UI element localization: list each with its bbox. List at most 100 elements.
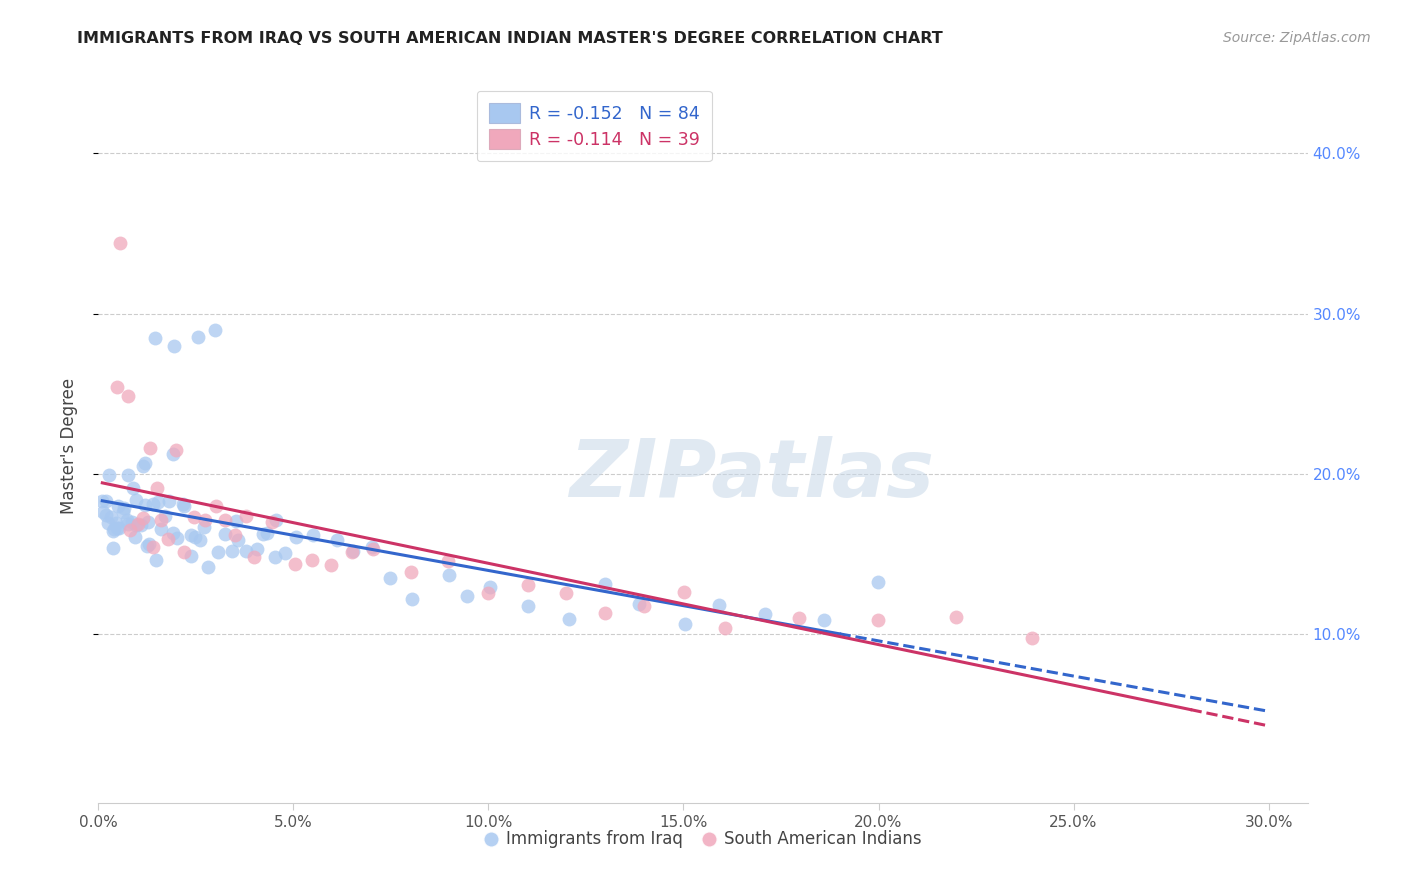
Point: [138, 537, 160, 551]
Point: [132, 510, 155, 524]
Point: [149, 513, 172, 527]
Point: [90, 494, 112, 508]
Point: [284, 530, 307, 544]
Point: [107, 521, 129, 535]
Point: [301, 553, 323, 567]
Point: [319, 558, 342, 572]
Point: [340, 545, 363, 559]
Point: [148, 494, 170, 508]
Point: [866, 574, 889, 589]
Legend: Immigrants from Iraq, South American Indians: Immigrants from Iraq, South American Ind…: [478, 824, 928, 855]
Point: [633, 599, 655, 614]
Point: [125, 518, 148, 533]
Point: [342, 544, 364, 558]
Point: [166, 532, 188, 546]
Point: [117, 516, 139, 531]
Point: [91, 505, 114, 519]
Point: [121, 515, 143, 529]
Point: [162, 526, 184, 541]
Point: [143, 331, 166, 345]
Point: [273, 546, 295, 560]
Point: [197, 560, 219, 574]
Point: [180, 528, 202, 542]
Point: [111, 505, 134, 519]
Point: [558, 612, 581, 626]
Point: [627, 598, 650, 612]
Point: [205, 499, 228, 513]
Point: [1021, 631, 1043, 645]
Point: [593, 606, 616, 620]
Point: [117, 389, 139, 403]
Point: [100, 509, 122, 524]
Point: [224, 528, 246, 542]
Point: [378, 571, 401, 585]
Point: [142, 497, 165, 511]
Point: [122, 481, 145, 495]
Point: [517, 578, 540, 592]
Point: [157, 494, 180, 508]
Point: [555, 586, 578, 600]
Point: [866, 613, 889, 627]
Point: [103, 524, 125, 539]
Point: [165, 442, 187, 457]
Point: [104, 516, 127, 530]
Point: [107, 499, 129, 513]
Text: ZIPatlas: ZIPatlas: [569, 435, 934, 514]
Point: [108, 235, 131, 250]
Point: [194, 513, 217, 527]
Point: [243, 549, 266, 564]
Point: [214, 512, 236, 526]
Point: [437, 554, 460, 568]
Point: [813, 613, 835, 627]
Point: [183, 509, 205, 524]
Point: [173, 500, 195, 514]
Y-axis label: Master's Degree: Master's Degree: [59, 378, 77, 514]
Text: IMMIGRANTS FROM IRAQ VS SOUTH AMERICAN INDIAN MASTER'S DEGREE CORRELATION CHART: IMMIGRANTS FROM IRAQ VS SOUTH AMERICAN I…: [77, 31, 943, 46]
Point: [226, 533, 249, 547]
Point: [129, 518, 152, 533]
Point: [207, 545, 229, 559]
Point: [401, 591, 423, 606]
Point: [135, 539, 157, 553]
Point: [96, 494, 118, 508]
Point: [98, 468, 121, 483]
Point: [127, 516, 149, 531]
Point: [139, 441, 162, 455]
Point: [145, 553, 167, 567]
Point: [437, 568, 460, 582]
Point: [105, 521, 128, 535]
Point: [225, 515, 247, 529]
Point: [235, 508, 257, 523]
Text: Source: ZipAtlas.com: Source: ZipAtlas.com: [1223, 31, 1371, 45]
Point: [103, 541, 125, 555]
Point: [714, 621, 737, 635]
Point: [262, 515, 284, 529]
Point: [945, 610, 967, 624]
Point: [105, 380, 128, 394]
Point: [264, 549, 287, 564]
Point: [134, 456, 156, 470]
Point: [124, 530, 146, 544]
Point: [115, 513, 138, 527]
Point: [235, 544, 257, 558]
Point: [120, 523, 142, 537]
Point: [326, 533, 349, 547]
Point: [103, 522, 125, 536]
Point: [754, 607, 776, 622]
Point: [399, 565, 422, 579]
Point: [153, 509, 176, 524]
Point: [478, 580, 501, 594]
Point: [246, 541, 269, 556]
Point: [673, 584, 696, 599]
Point: [173, 545, 195, 559]
Point: [256, 526, 278, 541]
Point: [132, 458, 155, 473]
Point: [284, 557, 307, 571]
Point: [149, 522, 172, 536]
Point: [595, 577, 617, 591]
Point: [787, 611, 810, 625]
Point: [214, 527, 236, 541]
Point: [172, 497, 194, 511]
Point: [193, 520, 215, 534]
Point: [360, 540, 382, 554]
